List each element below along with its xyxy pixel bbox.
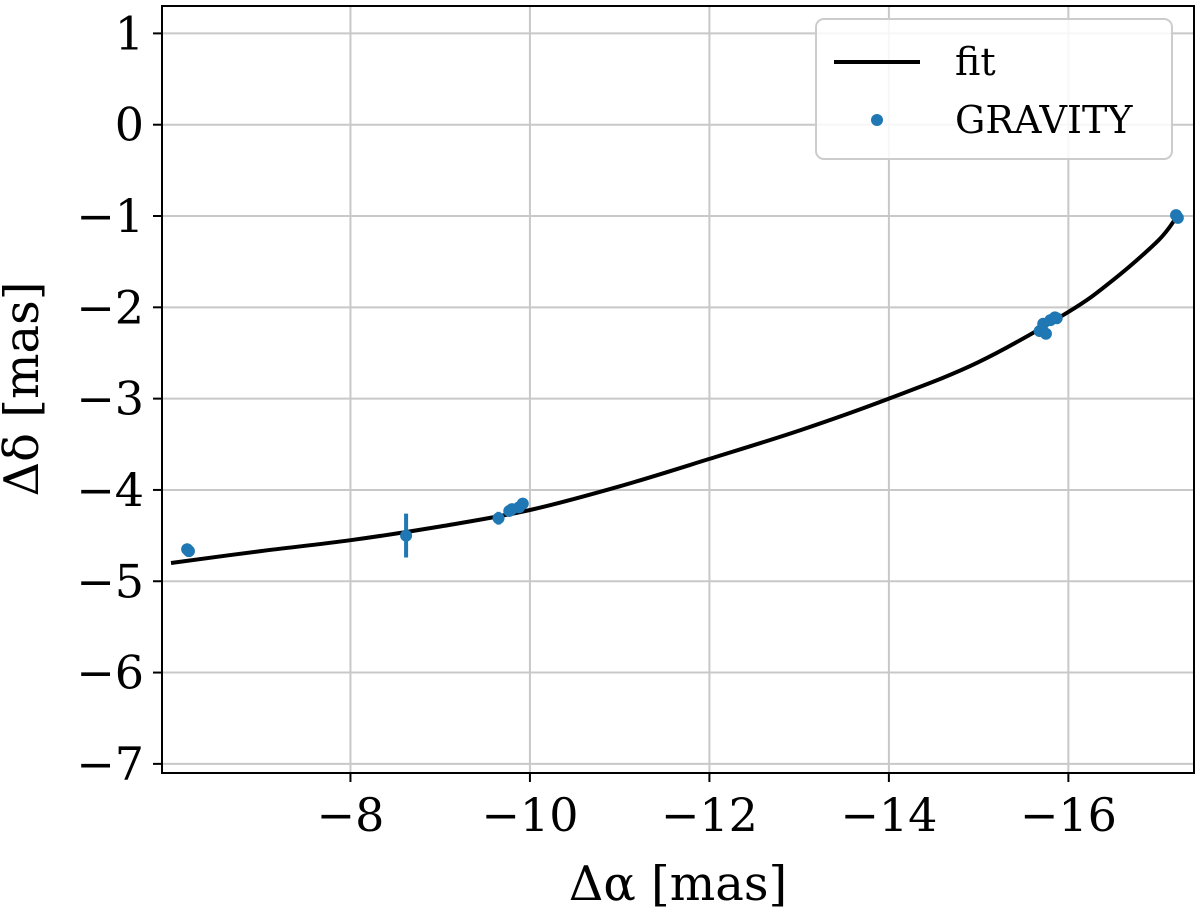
x-tick-label: −16 [1020, 788, 1117, 842]
legend-gravity-label: GRAVITY [955, 98, 1133, 142]
data-point [182, 545, 195, 558]
y-tick-label: 1 [115, 6, 144, 60]
gravity-series [181, 209, 1184, 558]
x-tick-label: −8 [317, 788, 385, 842]
data-point [1039, 327, 1052, 340]
legend-box [815, 18, 1173, 160]
legend-gravity-swatch [871, 114, 883, 126]
data-point [492, 512, 505, 525]
x-tick-label: −14 [840, 788, 937, 842]
y-tick-label: −6 [76, 646, 144, 700]
data-point [1171, 211, 1184, 224]
y-tick-label: −3 [76, 372, 144, 426]
grid-layer [162, 6, 1194, 773]
y-tick-label: −2 [76, 280, 144, 334]
y-tick-label: 0 [115, 98, 144, 152]
data-point [1050, 312, 1063, 325]
y-axis-label: Δδ [mas] [0, 281, 50, 496]
fit-line [170, 216, 1178, 565]
legend: fit GRAVITY [815, 18, 1173, 160]
x-axis-label: Δα [mas] [569, 856, 788, 912]
y-tick-label: −5 [76, 554, 144, 608]
data-point [516, 497, 529, 510]
y-tick-label: −7 [76, 737, 144, 791]
data-point [400, 529, 413, 542]
legend-fit-label: fit [955, 40, 996, 84]
y-tick-label: −1 [76, 189, 144, 243]
y-tick-label: −4 [76, 463, 144, 517]
fit-series [170, 216, 1178, 565]
x-tick-label: −10 [481, 788, 578, 842]
x-tick-label: −12 [661, 788, 758, 842]
plot-frame [161, 5, 1195, 774]
ticks-layer: −8 −10 −12 −14 −16 1 0 −1 −2 −3 −4 −5 −6 −7 [76, 6, 1117, 842]
